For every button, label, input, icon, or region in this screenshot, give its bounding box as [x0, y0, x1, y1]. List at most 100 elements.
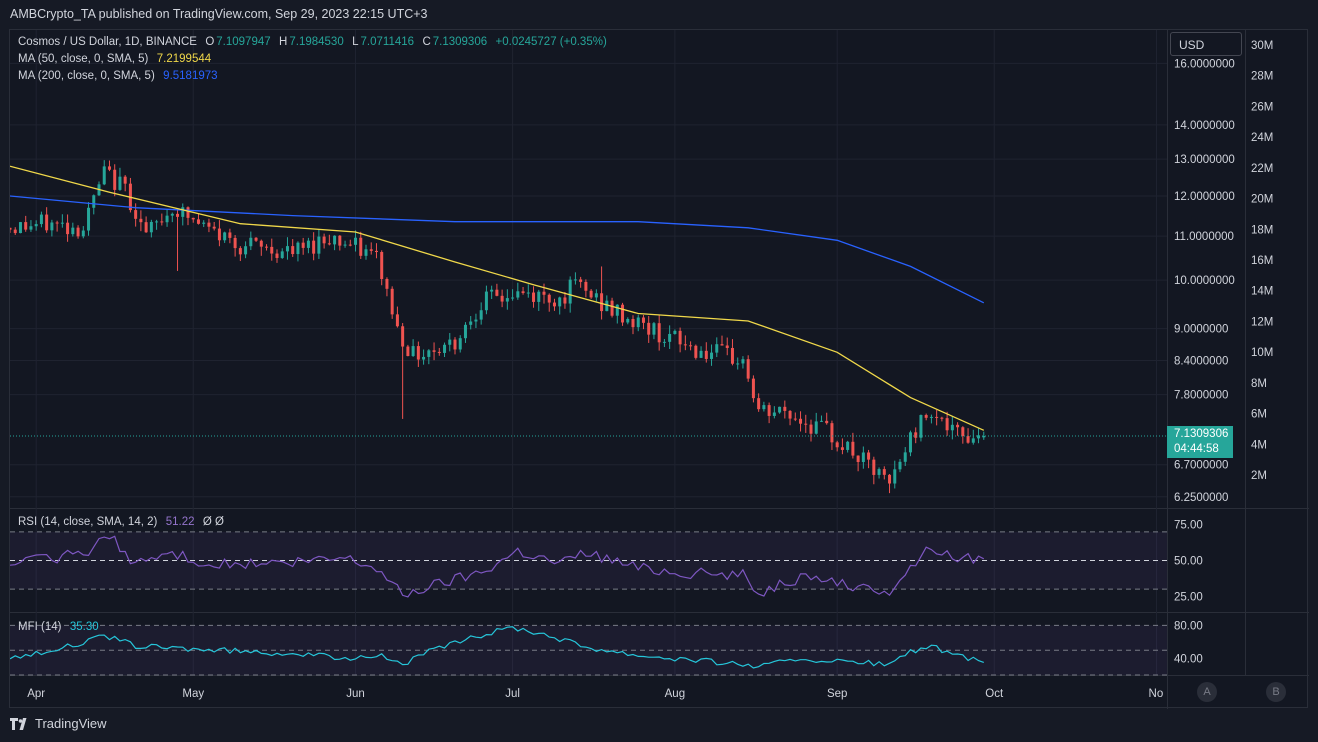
candle-body — [537, 291, 541, 302]
candle-body — [657, 323, 661, 343]
candle-body — [563, 297, 567, 304]
candle-body — [767, 405, 771, 416]
candle-body — [668, 333, 672, 342]
legend-h-value: 7.1984530 — [289, 36, 344, 48]
legend-rsi[interactable]: RSI (14, close, SMA, 14, 2) 51.22 Ø Ø — [18, 516, 226, 528]
candle-body — [605, 300, 609, 312]
candle-body — [908, 432, 912, 453]
candle-body — [945, 418, 949, 431]
candle-body — [621, 304, 625, 323]
candle-body — [364, 249, 368, 256]
footer-brand[interactable]: TradingView — [10, 716, 107, 731]
legend-ma200[interactable]: MA (200, close, 0, SMA, 5) 9.5181973 — [18, 70, 220, 82]
price-axis-label: 12.0000000 — [1174, 191, 1235, 203]
legend-symbol[interactable]: Cosmos / US Dollar, 1D, BINANCE — [18, 36, 197, 48]
candle-body — [532, 292, 536, 302]
candle-body — [285, 246, 289, 252]
candle-body — [495, 289, 499, 296]
candle-body — [160, 221, 164, 223]
ma200-label: MA (200, close, 0, SMA, 5) — [18, 70, 155, 82]
candle-body — [835, 442, 839, 448]
candle-body — [432, 350, 436, 352]
candle-body — [359, 237, 363, 256]
legend-l-key: L — [352, 36, 359, 48]
legend-h-key: H — [279, 36, 288, 48]
candle-body — [641, 317, 645, 323]
candle-body — [840, 447, 844, 450]
candle-body — [600, 293, 604, 312]
candle-body — [814, 421, 818, 434]
time-axis-label: Apr — [27, 688, 45, 700]
candle-body — [186, 207, 190, 218]
candle-body — [872, 459, 876, 475]
candle-body — [102, 166, 106, 185]
candle-body — [636, 317, 640, 328]
candle-body — [594, 293, 598, 298]
legend-c-key: C — [422, 36, 431, 48]
candle-body — [10, 227, 12, 230]
candle-body — [971, 438, 975, 443]
rsi-value: 51.22 — [165, 516, 195, 528]
candle-body — [741, 359, 745, 364]
time-axis-label: May — [182, 688, 204, 700]
chart-canvas[interactable]: 16.0000000 14.0000000 13.0000000 12.0000000… — [10, 30, 1309, 709]
candle-body — [736, 363, 740, 365]
mfi-axis-label: 80.00 — [1174, 620, 1203, 632]
ma50-value: 7.2199544 — [156, 53, 212, 65]
candle-body — [762, 405, 766, 410]
candle-body — [401, 326, 405, 347]
time-axis-label: Jun — [346, 688, 365, 700]
legend-change: +0.0245727 (+0.35%) — [495, 36, 607, 48]
price-axis-label: 6.2500000 — [1174, 492, 1228, 504]
candle-body — [238, 248, 242, 255]
rsi-line — [10, 535, 985, 598]
candle-body — [207, 222, 211, 227]
candle-body — [683, 344, 687, 346]
candle-body — [374, 250, 378, 253]
candle-body — [416, 346, 420, 360]
candle-body — [793, 418, 797, 420]
candle-body — [804, 423, 808, 425]
candle-body — [830, 423, 834, 443]
time-axis-label: Jul — [505, 688, 520, 700]
candle-body — [856, 455, 860, 463]
candle-body — [898, 461, 902, 470]
publisher-header: AMBCrypto_TA published on TradingView.co… — [10, 7, 428, 21]
volume-axis-label: 6M — [1251, 409, 1267, 421]
candle-body — [888, 474, 892, 484]
candle-body — [217, 228, 221, 241]
candle-body — [385, 279, 389, 289]
candle-body — [18, 222, 22, 234]
rsi-extra: Ø Ø — [202, 516, 224, 528]
currency-button[interactable]: USD — [1170, 32, 1242, 56]
candle-body — [935, 416, 939, 418]
candle-body — [542, 291, 546, 295]
candle-body — [484, 291, 488, 311]
scale-b-button[interactable]: B — [1266, 682, 1286, 702]
footer-brand-text: TradingView — [35, 716, 107, 731]
candle-body — [301, 242, 305, 248]
candle-body — [647, 322, 651, 335]
candle-body — [699, 350, 703, 358]
candle-body — [322, 236, 326, 244]
legend-mfi[interactable]: MFI (14) 35.30 — [18, 621, 101, 633]
candle-body — [165, 215, 169, 223]
candle-body — [249, 237, 253, 247]
candle-body — [317, 236, 321, 254]
auto-scale-button[interactable]: A — [1197, 682, 1217, 702]
candle-body — [851, 441, 855, 456]
price-axis-label: 7.8000000 — [1174, 390, 1228, 402]
candle-body — [422, 356, 426, 360]
price-axis-label: 10.0000000 — [1174, 275, 1235, 287]
legend-ma50[interactable]: MA (50, close, 0, SMA, 5) 7.2199544 — [18, 53, 213, 65]
tradingview-logo-icon — [10, 717, 27, 730]
candle-body — [343, 244, 347, 246]
candle-body — [568, 279, 572, 304]
chart-frame[interactable]: 16.0000000 14.0000000 13.0000000 12.0000000… — [9, 29, 1309, 709]
volume-axis-label: 30M — [1251, 40, 1273, 52]
price-axis-label: 6.7000000 — [1174, 460, 1228, 472]
candle-body — [469, 321, 473, 325]
candle-body — [579, 279, 583, 282]
candle-body — [291, 246, 295, 255]
candle-body — [212, 226, 216, 229]
